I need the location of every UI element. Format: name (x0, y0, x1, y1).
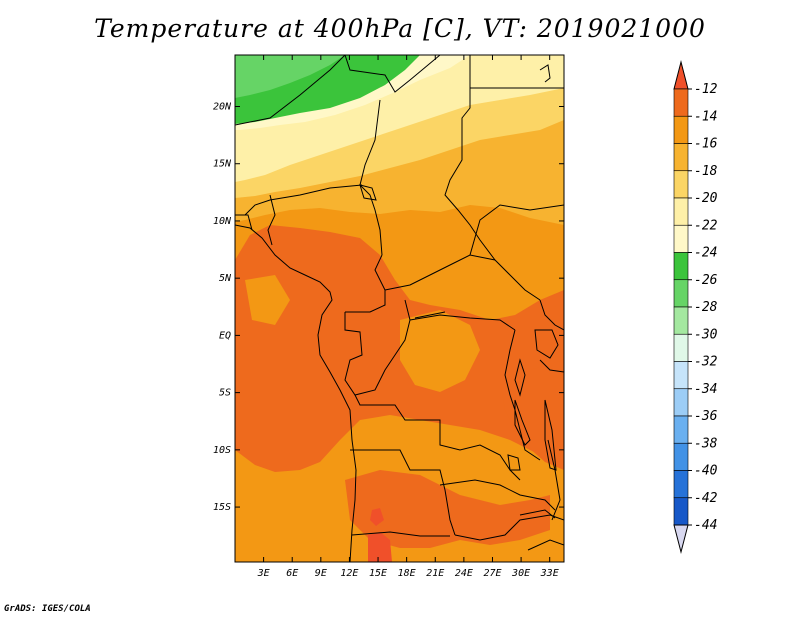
map-frame (234, 54, 565, 563)
x-tick-label: 27E (483, 568, 501, 579)
border-malawi (547, 439, 561, 521)
colorbar-label: -24 (694, 246, 717, 261)
colorbar-label: -22 (694, 218, 718, 233)
y-tick-label: 10S (213, 445, 231, 456)
temperature-field (235, 55, 564, 562)
border-drc-south (354, 394, 521, 481)
colorbar-label: -36 (694, 409, 718, 424)
border-drc-east (504, 329, 541, 461)
border-drc-north (409, 314, 516, 331)
colorbar-box (673, 252, 689, 281)
credit-label: GrADS: IGES/COLA (4, 604, 91, 614)
lake-victoria (534, 329, 559, 359)
border-namibia (351, 531, 450, 537)
colorbar-box (673, 361, 689, 390)
field-red-hotspot (368, 532, 392, 562)
x-tick-label: 33E (540, 568, 559, 579)
colorbar-label: -44 (694, 518, 717, 533)
field-red-spot-2 (370, 508, 384, 526)
colorbar-label: -32 (694, 355, 718, 370)
river-congo (414, 311, 446, 319)
colorbar-label: -12 (694, 82, 718, 97)
lake-mweru (507, 454, 521, 471)
border-sahel (244, 184, 363, 216)
border-ivory (235, 214, 253, 231)
border-uganda (539, 299, 564, 331)
field-light-orange-patch-2 (245, 275, 290, 325)
colorbar-box (673, 115, 689, 144)
colorbar-box (673, 470, 689, 499)
colorbar-label: -18 (694, 164, 718, 179)
lake-kariba (519, 509, 556, 519)
colorbar-box (673, 497, 689, 526)
border-niger (344, 55, 441, 93)
colorbar-label: -42 (694, 491, 718, 506)
y-tick-label: 5N (219, 273, 232, 284)
x-tick-label: 18E (398, 568, 416, 579)
x-tick-label: 21E (426, 568, 444, 579)
x-tick-label: 12E (340, 568, 358, 579)
colorbar-label: -16 (694, 137, 718, 152)
lake-chad (359, 184, 377, 201)
colorbar-box (673, 143, 689, 172)
colorbar-box (673, 442, 689, 471)
x-tick-label: 6E (286, 568, 298, 579)
field-green-26 (235, 55, 345, 98)
border-angola (350, 449, 456, 536)
colorbar-top-arrow (673, 60, 689, 90)
border-mali (235, 55, 346, 126)
map-borders (235, 55, 564, 562)
colorbar-bottom-arrow (673, 524, 689, 554)
border-mozambique (527, 539, 564, 551)
x-tick-label: 24E (455, 568, 473, 579)
atlantic-coastline (235, 224, 357, 562)
border-ghana (267, 194, 276, 246)
y-tick-label: 15N (213, 159, 232, 170)
colorbar-box (673, 88, 689, 117)
colorbar-box (673, 279, 689, 308)
x-tick-label: 3E (257, 568, 270, 579)
y-tick-label: 20N (213, 102, 232, 113)
x-tick-label: 15E (369, 568, 387, 579)
field-dark-orange-south (345, 470, 550, 548)
colorbar-box (673, 415, 689, 444)
colorbar-box (673, 306, 689, 335)
colorbar-box (673, 388, 689, 417)
x-tick-label: 9E (315, 568, 327, 579)
y-axis: 20N 15N 10N 5N EQ 5S 10S 15S (213, 102, 564, 513)
colorbar-box (673, 333, 689, 362)
colorbar-box (673, 170, 689, 199)
border-sudan-south (469, 204, 564, 256)
colorbar-label: -40 (694, 464, 718, 479)
colorbar-label: -20 (694, 191, 718, 206)
colorbar: -12 -14 -16 -18 -20 -22 -24 -26 -28 -30 -32 -34 -36 -… (673, 60, 718, 554)
colorbar-label: -30 (694, 327, 718, 342)
x-axis: 3E 6E 9E 12E 15E 18E 21E 24E 27E 30E 33E (257, 55, 559, 579)
colorbar-label: -38 (694, 436, 718, 451)
colorbar-box (673, 224, 689, 253)
field-light-orange-patch (400, 310, 480, 392)
border-chad-sudan (444, 55, 496, 261)
chart-title: Temperature at 400hPa [C], VT: 201902100… (94, 14, 706, 43)
colorbar-label: -34 (694, 382, 717, 397)
colorbar-label: -26 (694, 273, 718, 288)
colorbar-label: -28 (694, 300, 718, 315)
y-tick-label: EQ (219, 330, 231, 341)
lake-kivu (514, 358, 526, 397)
lake-malawi (544, 399, 557, 471)
lake-tanganyika (514, 399, 531, 446)
border-kenya-tz (539, 359, 564, 373)
field-dark-orange-east (500, 360, 564, 470)
border-zambia (439, 479, 556, 511)
y-tick-label: 5S (219, 388, 231, 399)
colorbar-box (673, 197, 689, 226)
border-cameroon (345, 254, 386, 313)
colorbar-label: -14 (694, 109, 717, 124)
y-tick-label: 15S (213, 502, 231, 513)
x-tick-label: 30E (511, 568, 530, 579)
y-tick-label: 10N (213, 216, 232, 227)
lake-nasser (539, 64, 551, 83)
border-nigeria-niger (359, 99, 383, 256)
